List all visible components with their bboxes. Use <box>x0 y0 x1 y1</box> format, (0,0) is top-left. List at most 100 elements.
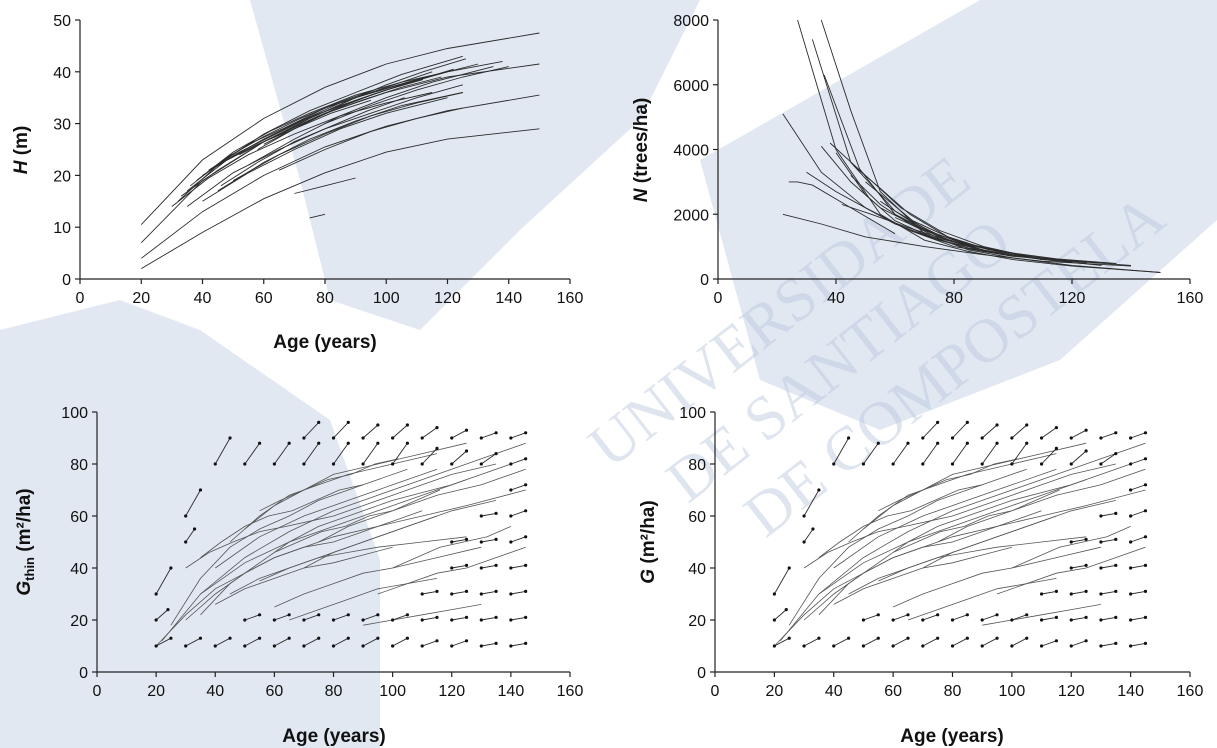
basal-area-point <box>802 644 806 648</box>
basal-area-point <box>995 636 999 640</box>
basal-area-thin-point <box>213 462 217 466</box>
basal-area-point <box>906 613 910 617</box>
height-series-line <box>248 66 494 166</box>
basal-area-point <box>1025 636 1029 640</box>
basal-area-thin-point <box>257 441 262 445</box>
basal-area-segment <box>952 422 968 439</box>
basal-area-thin-point <box>317 441 321 445</box>
basal-area-point <box>861 462 866 466</box>
basal-area-thin-x-tick-label: 140 <box>498 683 525 700</box>
basal-area-thin-segment <box>244 442 260 465</box>
density-y-tick-label: 6000 <box>673 78 709 95</box>
basal-area-thin-segment <box>303 614 319 621</box>
height-series-line <box>202 97 448 202</box>
basal-area-point <box>950 618 955 622</box>
basal-area-point <box>980 462 984 466</box>
basal-area-thin-point <box>169 566 173 570</box>
height-x-tick-label: 140 <box>495 290 522 307</box>
basal-area-segment <box>1071 640 1087 647</box>
basal-area-point <box>1025 613 1029 617</box>
watermark-shape-top <box>250 0 700 330</box>
basal-area-thin-segment <box>422 616 438 621</box>
basal-area-thin-segment <box>451 616 467 621</box>
basal-area-thin-series-line <box>303 500 497 569</box>
basal-area-thin-segment <box>303 637 319 647</box>
basal-area-thin-segment <box>510 564 526 569</box>
basal-area-thin-point <box>435 639 439 643</box>
basal-area-thin-point <box>391 644 395 648</box>
basal-area-segment <box>863 614 879 621</box>
basal-area-segment <box>1011 424 1028 439</box>
basal-area-thin-point <box>464 563 469 568</box>
basal-area-segment <box>1100 642 1116 647</box>
basal-area-thin-point <box>509 566 513 570</box>
height-x-tick-label: 160 <box>557 290 584 307</box>
basal-area-point <box>1143 641 1148 646</box>
basal-area-thin-y-axis-subscript: thin <box>22 557 37 581</box>
basal-area-thin-point <box>524 509 528 513</box>
basal-area-point <box>1069 462 1073 466</box>
basal-area-thin-segment <box>392 614 408 621</box>
basal-area-point <box>936 636 940 640</box>
basal-area-point <box>1069 618 1073 622</box>
basal-area-series-line <box>937 468 1146 543</box>
basal-area-point <box>1114 537 1118 542</box>
basal-area-point <box>1039 618 1044 622</box>
height-x-axis-title: Age (years) <box>273 332 377 353</box>
basal-area-point <box>1143 563 1148 568</box>
basal-area-point <box>1099 566 1103 570</box>
height-y-tick-label: 50 <box>53 13 71 30</box>
basal-area-thin-series-line <box>259 458 399 512</box>
basal-area-series-line <box>878 458 1018 512</box>
basal-area-chart: 0 20 40 60 80 100 120 140 160 0 20 40 60 80 100 Age (y… <box>638 405 1203 747</box>
basal-area-thin-point <box>272 462 276 466</box>
basal-area-thin-point <box>494 537 498 542</box>
basal-area-y-tick-label: 40 <box>688 561 706 578</box>
basal-area-thin-point <box>184 540 188 544</box>
basal-area-segment <box>1100 512 1116 517</box>
basal-area-thin-segment <box>303 442 320 465</box>
basal-area-point <box>1143 431 1148 435</box>
basal-area-thin-segment <box>274 614 290 621</box>
basal-area-point <box>1099 618 1103 622</box>
basal-area-segment <box>952 614 968 621</box>
basal-area-point <box>965 613 969 617</box>
basal-area-thin-point <box>302 644 306 648</box>
basal-area-thin-segment <box>274 442 290 465</box>
basal-area-point <box>1084 563 1088 568</box>
basal-area-segment <box>1011 614 1027 621</box>
basal-area-segment <box>922 614 938 621</box>
basal-area-thin-point <box>154 618 158 622</box>
density-y-axis-unit: (trees/ha) <box>631 98 652 189</box>
basal-area-point <box>906 636 910 640</box>
basal-area-point <box>1010 618 1014 622</box>
basal-area-thin-segment <box>214 437 231 465</box>
basal-area-thin-segment <box>481 590 497 595</box>
basal-area-thin-point <box>287 636 291 640</box>
basal-area-point <box>1054 589 1059 594</box>
basal-area-segment <box>1100 590 1116 595</box>
basal-area-thin-segment <box>333 637 349 647</box>
basal-area-thin-point <box>494 452 498 456</box>
basal-area-segment <box>1041 640 1057 647</box>
basal-area-point <box>1039 462 1044 466</box>
basal-area-thin-point <box>376 423 380 427</box>
basal-area-series-line <box>779 479 1087 642</box>
basal-area-segment <box>863 637 879 647</box>
basal-area-point <box>995 441 999 445</box>
basal-area-segment <box>1130 536 1146 543</box>
basal-area-segment <box>803 637 820 647</box>
basal-area-segment <box>773 567 790 595</box>
basal-area-thin-segment <box>481 564 497 569</box>
height-series-line <box>190 89 375 187</box>
basal-area-thin-point <box>391 436 395 440</box>
basal-area-thin-segment <box>421 448 438 465</box>
basal-area-point <box>772 644 776 648</box>
basal-area-thin-y-axis-unit: (m²/ha) <box>14 488 35 557</box>
basal-area-point <box>1114 615 1118 620</box>
basal-area-thin-point <box>228 636 232 640</box>
basal-area-thin-segment <box>185 528 195 543</box>
basal-area-thin-segment <box>333 614 349 621</box>
basal-area-thin-segment <box>185 489 201 517</box>
height-x-tick-label: 40 <box>194 290 212 307</box>
